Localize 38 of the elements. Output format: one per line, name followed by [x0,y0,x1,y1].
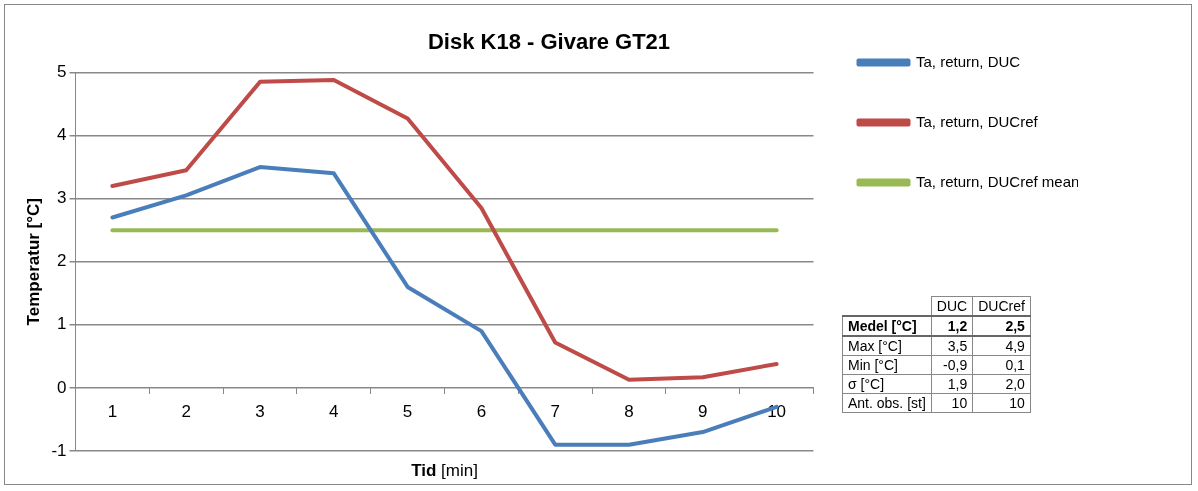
text: 1,2 [931,316,973,336]
y-tick-label: 4 [57,125,67,145]
text: 3,5 [931,336,973,356]
legend-label: Ta, return, DUC [916,52,1021,70]
text: DUC [931,296,973,316]
text: 0,1 [972,355,1031,375]
text: σ [°C] [842,374,932,394]
chart-title: Disk K18 - Givare GT21 [427,29,671,55]
x-axis-title: Tid [min] [411,460,478,480]
text: 4,9 [972,336,1031,356]
text: 2,0 [972,374,1031,394]
x-tick-label: 8 [624,401,634,421]
text: 1,9 [931,374,973,394]
y-axis-title: Temperatur [°C] [23,198,43,326]
text: Max [°C] [842,336,932,356]
y-tick-label: 5 [57,62,67,82]
x-tick-label: 3 [255,401,265,421]
text: Min [°C] [842,355,932,375]
x-tick-label: 5 [402,401,413,421]
y-tick-label: 2 [57,251,67,271]
x-tick-label: 4 [329,401,339,421]
text: Ant. obs. [st] [842,393,932,413]
x-tick-label: 9 [698,401,708,421]
y-tick-label: 1 [57,314,67,334]
text: Medel [°C] [842,316,932,336]
x-tick-label: 2 [181,401,191,421]
text: 2,5 [972,316,1031,336]
legend-label: Ta, return, DUCref mean [916,172,1080,190]
legend-label: Ta, return, DUCref [916,112,1039,130]
text: -0,9 [931,355,973,375]
x-tick-label: 6 [476,401,487,421]
x-tick-label: 10 [767,401,787,421]
y-tick-label: 0 [57,377,67,397]
x-tick-label: 7 [550,401,560,421]
x-tick-label: 1 [107,401,118,421]
y-tick-label: 3 [57,188,67,208]
y-tick-label: -1 [51,440,67,460]
text: DUCref [972,296,1031,316]
